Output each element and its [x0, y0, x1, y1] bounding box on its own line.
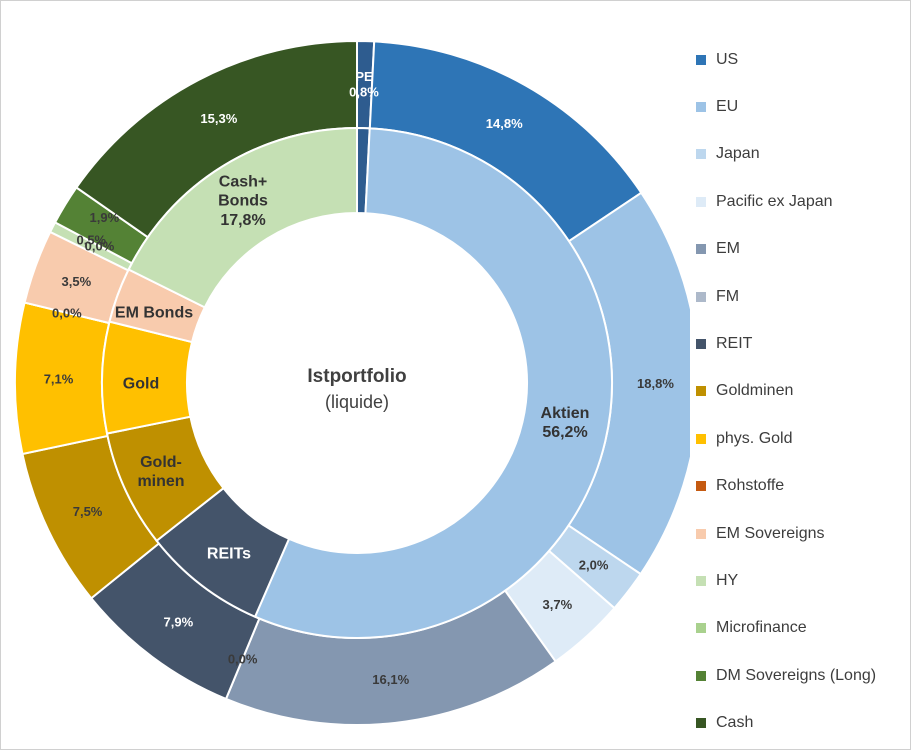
legend-swatch	[696, 102, 706, 113]
center-subtitle: (liquide)	[325, 392, 389, 412]
inner-label-pe: PE 0,8%	[349, 69, 379, 100]
legend-item-fm: FM	[696, 273, 906, 320]
inner-label-aktien: Aktien 56,2%	[541, 405, 590, 441]
legend-label: DM Sovereigns (Long)	[716, 666, 877, 684]
legend-item-goldminen: Goldminen	[696, 368, 906, 415]
inner-label-reits: REITs	[207, 546, 251, 563]
legend-label: phys. Gold	[716, 429, 793, 447]
outer-label-microfinance: 0,0%	[85, 238, 115, 253]
legend-label: HY	[716, 571, 739, 589]
legend-label: US	[716, 50, 739, 68]
legend-label: EU	[716, 98, 739, 116]
legend-swatch	[696, 149, 706, 160]
inner-label-goldminen: Gold-minen	[137, 454, 184, 490]
inner-label-em-bonds: EM Bonds	[115, 305, 193, 322]
legend-item-microfinance: Microfinance	[696, 605, 906, 652]
legend-swatch	[696, 481, 706, 492]
legend-label: Cash	[716, 714, 754, 732]
legend-item-us: US	[696, 36, 906, 83]
legend-swatch	[696, 433, 706, 444]
outer-label-fm: 0,0%	[228, 651, 258, 666]
legend-label: Japan	[716, 145, 760, 163]
legend-item-pacific-ex-japan: Pacific ex Japan	[696, 178, 906, 225]
outer-label-eu: 18,8%	[637, 376, 674, 391]
outer-label-reit: 7,9%	[164, 615, 194, 630]
legend-label: Goldminen	[716, 382, 794, 400]
inner-label-cash-bonds: Cash+ Bonds 17,8%	[218, 173, 268, 228]
legend-swatch	[696, 623, 706, 634]
legend-label: EM Sovereigns	[716, 524, 825, 542]
legend-swatch	[696, 386, 706, 397]
legend-swatch	[696, 244, 706, 255]
legend-item-japan: Japan	[696, 131, 906, 178]
legend-swatch	[696, 670, 706, 681]
legend-item-dm-sovereigns-long: DM Sovereigns (Long)	[696, 652, 906, 699]
outer-label-em: 16,1%	[372, 672, 409, 687]
outer-label-rohstoffe: 0,0%	[52, 305, 82, 320]
legend-item-reit: REIT	[696, 320, 906, 367]
legend-label: REIT	[716, 335, 753, 353]
legend: US EU Japan Pacific ex Japan EM FM REIT Goldmin…	[696, 36, 906, 747]
legend-item-rohstoffe: Rohstoffe	[696, 463, 906, 510]
outer-label-hy: 0,5%	[76, 232, 106, 247]
legend-item-cash: Cash	[696, 699, 906, 746]
inner-slice-aktien	[253, 127, 613, 639]
outer-label-goldminen: 7,5%	[73, 504, 103, 519]
outer-label-us: 14,8%	[486, 116, 523, 131]
legend-item-em-sovereigns: EM Sovereigns	[696, 510, 906, 557]
legend-label: EM	[716, 240, 740, 258]
inner-slice-cash-bonds	[127, 126, 358, 309]
legend-swatch	[696, 528, 706, 539]
inner-label-gold: Gold	[123, 376, 159, 393]
outer-label-phys-gold: 7,1%	[44, 371, 74, 386]
legend-swatch	[696, 54, 706, 65]
outer-label-em-sovereigns: 3,5%	[62, 274, 92, 289]
outer-label-dm-sovereigns-long: 1,9%	[90, 210, 120, 225]
outer-ring-labels: 14,8% 18,8% 2,0% 3,7% 16,1% 0,0% 7,9% 7,5% 7,1% 0…	[44, 111, 675, 687]
legend-swatch	[696, 196, 706, 207]
inner-ring	[101, 126, 613, 639]
legend-label: Microfinance	[716, 619, 807, 637]
inner-ring-labels: PE 0,8% Aktien 56,2% REITs Gold-minen Gold EM B…	[115, 69, 590, 563]
legend-item-eu: EU	[696, 83, 906, 130]
outer-label-japan: 2,0%	[579, 558, 609, 573]
legend-swatch	[696, 339, 706, 350]
center-title: Istportfolio	[307, 366, 406, 387]
legend-swatch	[696, 718, 706, 729]
legend-label: FM	[716, 287, 740, 305]
legend-swatch	[696, 575, 706, 586]
donut-chart: 14,8% 18,8% 2,0% 3,7% 16,1% 0,0% 7,9% 7,5% 7,1% 0…	[14, 39, 690, 726]
outer-label-cash: 15,3%	[200, 111, 237, 126]
legend-label: Rohstoffe	[716, 477, 785, 495]
outer-label-pacific-ex-japan: 3,7%	[543, 597, 573, 612]
legend-item-phys-gold: phys. Gold	[696, 415, 906, 462]
legend-item-hy: HY	[696, 557, 906, 604]
legend-swatch	[696, 291, 706, 302]
legend-item-em: EM	[696, 226, 906, 273]
legend-label: Pacific ex Japan	[716, 192, 833, 210]
